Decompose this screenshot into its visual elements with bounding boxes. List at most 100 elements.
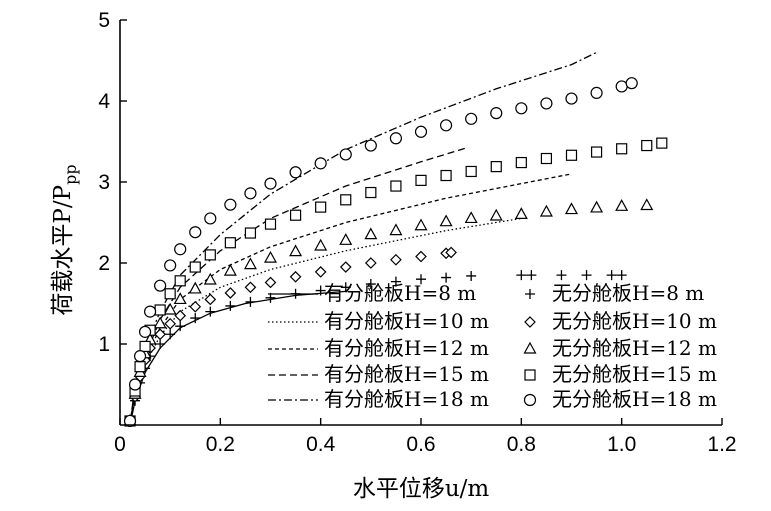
data-point (244, 227, 257, 239)
data-point (514, 207, 528, 219)
data-point (189, 300, 202, 313)
data-point (414, 218, 428, 231)
series-5 (129, 51, 597, 426)
series-9 (124, 137, 668, 427)
data-point (224, 287, 237, 299)
data-point (244, 281, 257, 294)
legend-item: 无分舱板H=18 m (523, 387, 717, 411)
series-6 (125, 270, 627, 426)
data-point (134, 361, 146, 373)
data-point (164, 259, 177, 272)
data-point (490, 107, 503, 120)
data-point (174, 275, 186, 287)
data-point (175, 321, 186, 332)
y-tick-label: 1 (98, 333, 110, 356)
data-point (340, 282, 351, 293)
data-point (243, 257, 257, 270)
data-point (264, 276, 277, 289)
data-point (466, 270, 477, 281)
data-point (133, 350, 147, 363)
data-point (289, 209, 302, 221)
legend-swatch (524, 369, 536, 381)
data-point (364, 257, 377, 269)
legend-label: 有分舱板H=15 m (324, 362, 489, 386)
data-point (263, 250, 278, 263)
legend-label: 有分舱板H=10 m (324, 309, 489, 333)
y-axis-label-subscript: pp (61, 164, 80, 184)
data-point (415, 250, 427, 263)
data-point (564, 202, 579, 215)
legend-label: 无分舱板H=10 m (552, 309, 717, 333)
data-point (565, 92, 578, 105)
data-point (465, 112, 478, 125)
data-point (339, 148, 352, 161)
data-point (289, 244, 303, 257)
data-point (540, 97, 553, 110)
legend-swatch (524, 316, 536, 328)
data-point (365, 279, 376, 290)
data-point (439, 119, 453, 132)
data-point (189, 261, 201, 273)
legend-label: 有分舱板H=12 m (324, 336, 489, 360)
data-point (515, 102, 528, 115)
data-point (516, 270, 527, 281)
data-point (289, 270, 302, 283)
data-point (441, 272, 452, 283)
x-tick-label: 1.2 (707, 433, 736, 456)
legend-item: 有分舱板H=8 m (268, 281, 476, 305)
data-point (590, 200, 604, 213)
y-tick-label: 5 (98, 9, 110, 32)
data-point (616, 143, 628, 155)
y-tick-label: 3 (98, 171, 110, 194)
data-point (203, 272, 217, 285)
data-point (540, 152, 553, 165)
legend-item: 无分舱板H=12 m (523, 336, 717, 360)
data-point (390, 276, 401, 287)
legend-swatch (523, 341, 537, 354)
data-point (139, 340, 151, 353)
data-point (390, 180, 402, 192)
legend-item: 有分舱板H=10 m (268, 309, 489, 333)
data-point (339, 233, 353, 245)
data-point (205, 306, 216, 317)
data-point (314, 238, 328, 251)
data-point (365, 186, 377, 199)
data-point (164, 317, 177, 330)
data-point (128, 378, 142, 391)
data-point (339, 261, 352, 273)
data-point (314, 157, 327, 170)
data-point (225, 300, 236, 311)
data-point (144, 305, 157, 318)
y-tick-label: 2 (98, 252, 110, 275)
data-point (389, 223, 403, 236)
ticks: 0 0.2 0.4 0.6 0.8 1.0 1.2 1 2 3 4 5 (98, 9, 736, 456)
data-point (616, 270, 627, 281)
data-point (439, 214, 453, 227)
data-point (174, 309, 187, 322)
data-point (490, 161, 502, 173)
data-point (656, 137, 668, 149)
x-tick-label: 1.0 (607, 433, 636, 456)
data-point (163, 302, 177, 315)
data-point (264, 218, 277, 230)
data-point (590, 86, 603, 100)
legend-label: 无分舱板H=8 m (552, 281, 704, 305)
data-point (314, 266, 327, 278)
data-point (154, 304, 166, 316)
legend-label: 无分舱板H=18 m (552, 387, 717, 411)
data-point (204, 249, 216, 261)
x-tick-label: 0.8 (507, 433, 536, 456)
data-point (625, 77, 638, 90)
data-point (440, 169, 452, 182)
data-point (539, 204, 553, 217)
data-point (489, 208, 503, 221)
data-point (606, 270, 617, 281)
data-point (315, 201, 327, 213)
x-tick-label: 0 (114, 433, 126, 456)
data-point (641, 139, 653, 152)
data-point (155, 339, 166, 349)
series-10 (123, 77, 638, 428)
data-point (245, 296, 256, 307)
data-point (464, 211, 478, 224)
